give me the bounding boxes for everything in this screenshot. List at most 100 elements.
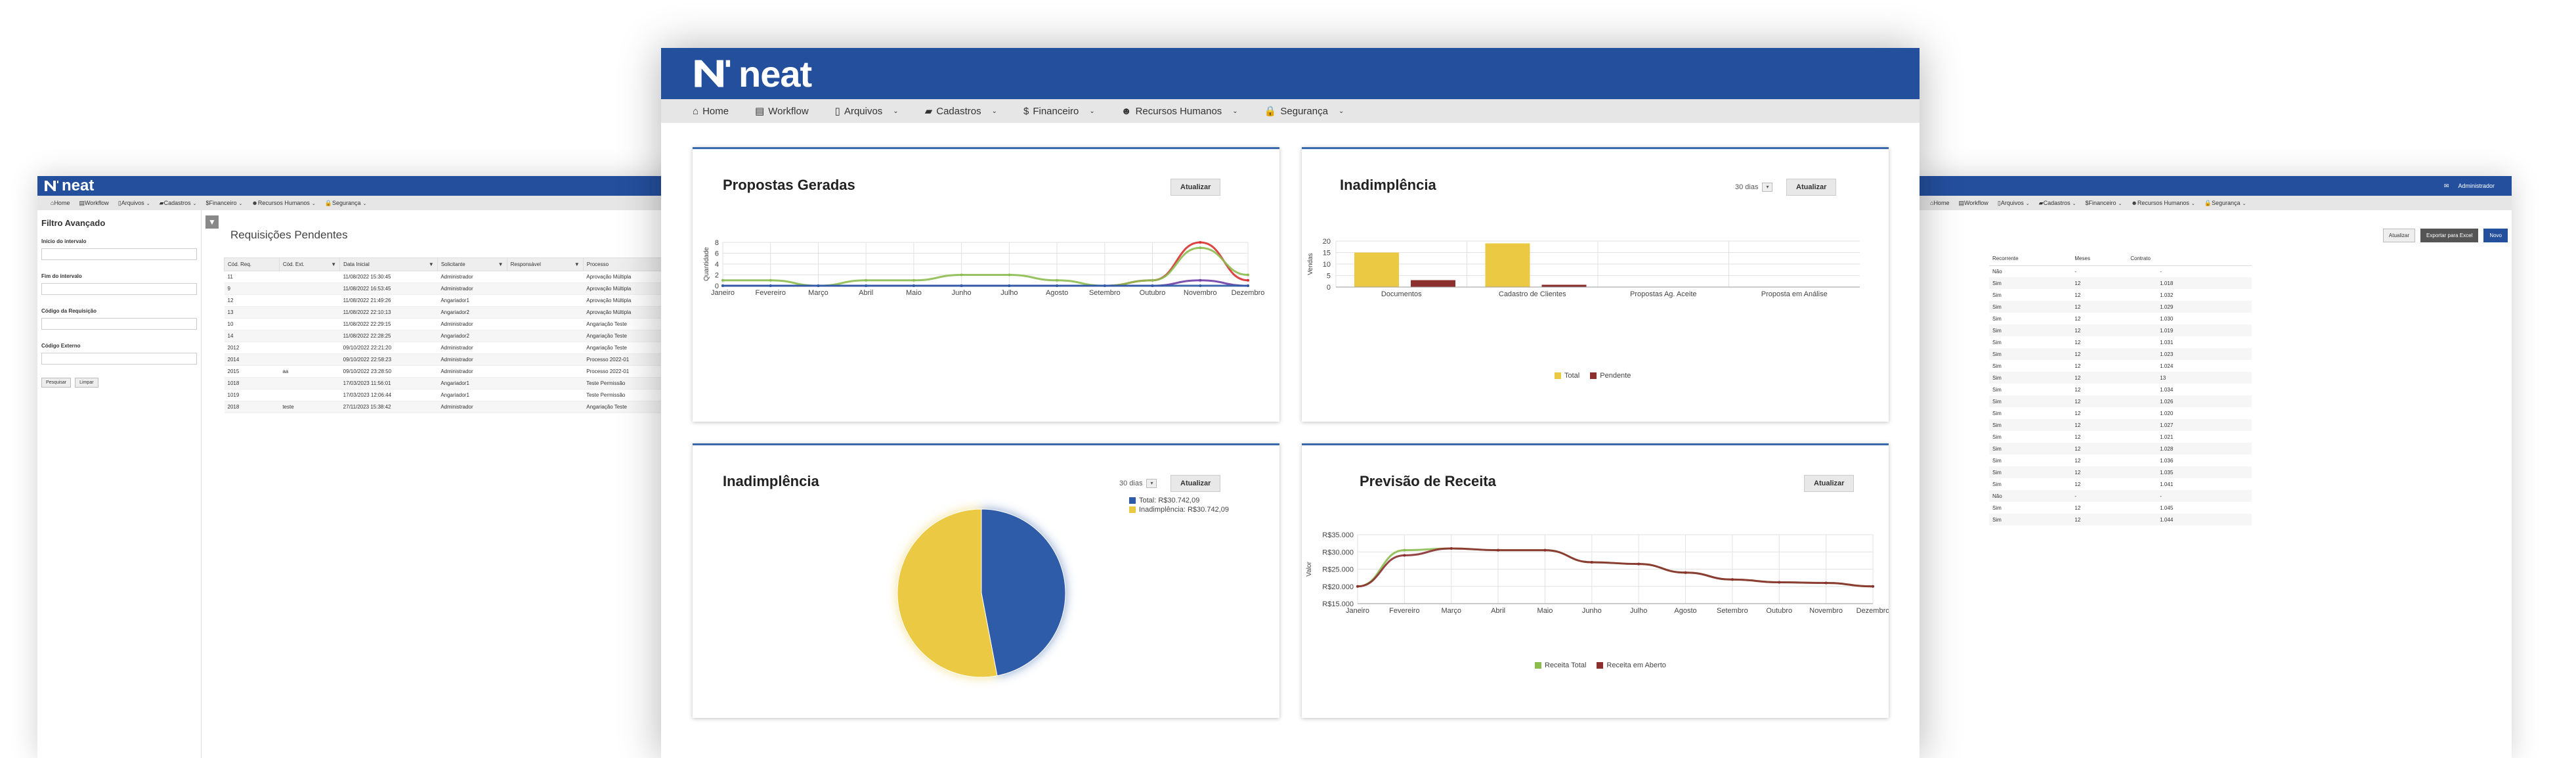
nav-item-financeiro[interactable]: $Financeiro⌄ xyxy=(2085,200,2122,206)
table-row[interactable]: 13 11/08/2022 22:10:13 Angariador2 Aprovaçã… xyxy=(224,306,694,319)
data-point[interactable] xyxy=(1199,241,1202,244)
mail-icon[interactable]: ✉ xyxy=(2443,182,2449,189)
table-row[interactable]: Sim 12 1.019 xyxy=(1989,324,2252,336)
table-row[interactable]: Sim 12 1.034 xyxy=(1989,384,2252,395)
new-button[interactable]: Novo xyxy=(2483,229,2508,242)
table-row[interactable]: Sim 12 1.031 xyxy=(1989,336,2252,348)
nav-item-cadastros[interactable]: ▰Cadastros⌄ xyxy=(160,200,197,207)
legend-item[interactable]: Inadimplência: R$30.742,09 xyxy=(1129,505,1229,514)
nav-item-recursos-humanos[interactable]: ☻Recursos Humanos⌄ xyxy=(1121,106,1238,117)
nav-item-workflow[interactable]: ▤Workflow xyxy=(755,105,809,118)
period-select[interactable]: 30 dias ▾ xyxy=(1119,479,1157,488)
bar[interactable] xyxy=(1411,280,1455,288)
table-row[interactable]: 10 11/08/2022 22:29:15 Administrador Angari… xyxy=(224,318,694,330)
column-header[interactable]: Cód. Ext. ▼ xyxy=(278,257,341,271)
nav-item-workflow[interactable]: ▤Workflow xyxy=(1958,200,1988,207)
data-point[interactable] xyxy=(1247,273,1249,277)
table-row[interactable]: Sim 12 1.032 xyxy=(1989,289,2252,301)
data-point[interactable] xyxy=(865,279,868,282)
data-point[interactable] xyxy=(1151,284,1154,287)
data-point[interactable] xyxy=(1824,581,1828,585)
column-header[interactable]: Meses xyxy=(2071,252,2128,266)
data-point[interactable] xyxy=(1199,284,1202,287)
data-point[interactable] xyxy=(1778,581,1781,584)
table-row[interactable]: 12 11/08/2022 21:49:26 Angariador1 Aprovaçã… xyxy=(224,294,694,307)
bar[interactable] xyxy=(1354,252,1399,288)
table-row[interactable]: Sim 12 13 xyxy=(1989,372,2252,384)
table-row[interactable]: Sim 12 1.018 xyxy=(1989,277,2252,289)
period-select[interactable]: 30 dias ▾ xyxy=(1735,183,1773,192)
data-point[interactable] xyxy=(865,284,868,287)
filter-icon[interactable]: ▼ xyxy=(498,261,504,267)
nav-item-home[interactable]: ⌂Home xyxy=(693,106,729,117)
nav-item-financeiro[interactable]: $Financeiro⌄ xyxy=(205,200,242,206)
table-row[interactable]: Sim 12 1.027 xyxy=(1989,419,2252,431)
data-point[interactable] xyxy=(912,279,915,282)
data-point[interactable] xyxy=(769,279,772,282)
bar[interactable] xyxy=(1541,284,1587,288)
table-row[interactable]: 2012 09/10/2022 22:21:20 Administrador Anga… xyxy=(224,342,694,354)
table-row[interactable]: Sim 12 1.036 xyxy=(1989,455,2252,466)
refresh-button[interactable]: Atualizar xyxy=(1804,475,1855,492)
data-point[interactable] xyxy=(1151,279,1154,282)
data-point[interactable] xyxy=(769,284,772,287)
table-row[interactable]: Não - - xyxy=(1989,490,2252,502)
filter-input[interactable] xyxy=(41,318,197,330)
user-name[interactable]: Administrador xyxy=(2458,183,2495,189)
data-point[interactable] xyxy=(912,284,915,287)
data-point[interactable] xyxy=(817,284,820,287)
data-point[interactable] xyxy=(1403,554,1406,557)
nav-item-segurança[interactable]: 🔒Segurança⌄ xyxy=(325,200,367,207)
table-row[interactable]: 14 11/08/2022 22:28:25 Angariador2 Angariaç… xyxy=(224,330,694,342)
table-row[interactable]: 11 11/08/2022 15:30:45 Administrador Aprova… xyxy=(224,271,694,283)
data-point[interactable] xyxy=(1199,279,1202,282)
data-point[interactable] xyxy=(1684,571,1687,574)
brand-logo-small[interactable]: neat xyxy=(44,177,94,195)
filter-icon[interactable]: ▼ xyxy=(574,261,580,267)
nav-item-recursos-humanos[interactable]: ☻Recursos Humanos⌄ xyxy=(251,200,315,206)
data-point[interactable] xyxy=(1008,284,1011,287)
legend-item[interactable]: Total xyxy=(1555,372,1579,380)
column-header[interactable]: Processo▼ xyxy=(582,257,675,271)
table-row[interactable]: Sim 12 1.021 xyxy=(1989,431,2252,443)
data-point[interactable] xyxy=(1590,561,1593,564)
data-point[interactable] xyxy=(1247,279,1249,282)
bar[interactable] xyxy=(1485,243,1530,288)
data-point[interactable] xyxy=(1103,284,1106,287)
data-point[interactable] xyxy=(1008,273,1011,277)
data-point[interactable] xyxy=(1356,585,1359,588)
nav-item-segurança[interactable]: 🔒Segurança⌄ xyxy=(2204,200,2246,207)
column-header[interactable]: Solicitante ▼ xyxy=(437,257,507,271)
nav-item-home[interactable]: ⌂Home xyxy=(51,200,70,206)
brand-logo[interactable]: neat xyxy=(693,53,812,95)
nav-item-arquivos[interactable]: ▯Arquivos⌄ xyxy=(118,200,150,207)
legend-item[interactable]: Receita em Aberto xyxy=(1597,661,1666,669)
table-row[interactable]: Sim 12 1.045 xyxy=(1989,502,2252,514)
table-row[interactable]: 2018 teste 27/11/2023 15:38:42 Administrado… xyxy=(224,401,694,413)
nav-item-home[interactable]: ⌂Home xyxy=(1930,200,1949,206)
data-point[interactable] xyxy=(721,284,724,287)
table-row[interactable]: Não - - xyxy=(1989,265,2252,277)
column-header[interactable]: Responsável ▼ xyxy=(506,257,584,271)
data-point[interactable] xyxy=(1056,284,1059,287)
column-header[interactable]: Cód. Req. xyxy=(224,257,280,271)
nav-item-cadastros[interactable]: ▰Cadastros⌄ xyxy=(2039,200,2076,207)
filter-icon[interactable]: ▼ xyxy=(428,261,434,267)
data-point[interactable] xyxy=(1497,548,1500,552)
column-header[interactable]: Recorrente xyxy=(1989,252,2072,266)
pie-slice[interactable] xyxy=(981,508,1066,677)
nav-item-workflow[interactable]: ▤Workflow xyxy=(79,200,108,207)
nav-item-segurança[interactable]: 🔒Segurança⌄ xyxy=(1264,105,1344,118)
table-row[interactable]: Sim 12 1.028 xyxy=(1989,443,2252,455)
table-row[interactable]: Sim 12 1.023 xyxy=(1989,348,2252,360)
table-row[interactable]: 9 11/08/2022 16:53:45 Administrador Aprovaç… xyxy=(224,282,694,295)
table-row[interactable]: Sim 12 1.029 xyxy=(1989,301,2252,313)
nav-item-arquivos[interactable]: ▯Arquivos⌄ xyxy=(835,105,899,118)
table-row[interactable]: Sim 12 1.026 xyxy=(1989,395,2252,407)
table-row[interactable]: Sim 12 1.020 xyxy=(1989,407,2252,419)
data-point[interactable] xyxy=(1730,578,1734,581)
data-point[interactable] xyxy=(1056,279,1059,282)
table-row[interactable]: 2015 aa 09/10/2022 23:28:50 Administrador Pr… xyxy=(224,365,694,378)
data-point[interactable] xyxy=(1637,562,1641,566)
filter-toggle-icon[interactable]: ▼ xyxy=(205,215,219,229)
